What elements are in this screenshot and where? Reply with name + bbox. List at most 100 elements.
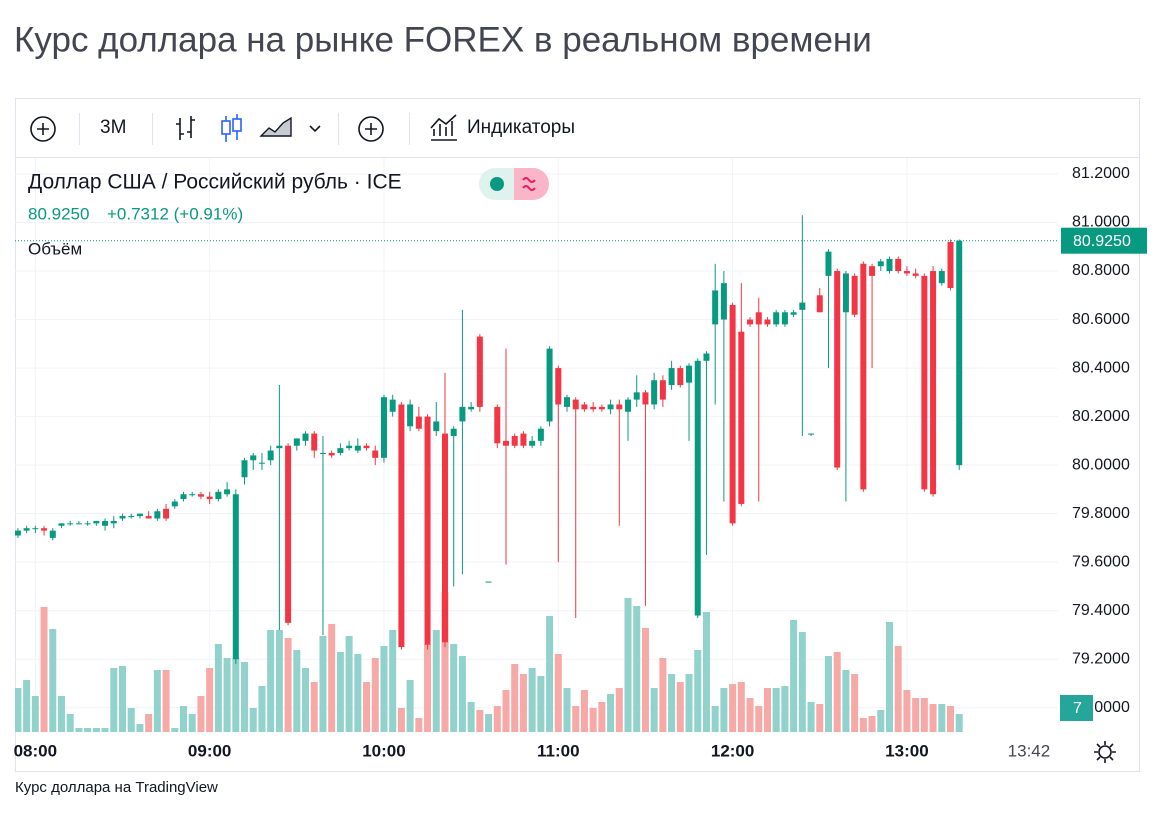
candle-body [869,266,876,276]
candle-body [930,271,937,495]
volume-bar [746,698,754,732]
volume-bar [363,682,371,732]
volume-bar [816,704,824,732]
volume-bar [345,636,353,732]
volume-bar [955,714,963,732]
candle-body [58,523,65,526]
volume-bar [171,728,179,732]
candle-body [625,399,632,412]
volume-bar [920,698,928,732]
area-style-button[interactable] [259,116,321,137]
symbol-search-button[interactable] [30,116,56,142]
volume-bar [406,680,414,732]
volume-bar [894,646,902,732]
candle-body [720,283,727,320]
volume-bar [833,652,841,732]
volume-bar [493,706,501,732]
candle-body [912,273,919,276]
volume-bar [702,612,710,732]
candle-body [659,380,666,400]
candle-body [520,433,527,446]
candle-body [842,273,849,313]
x-tick-label: 13:00 [885,741,928,760]
candle-body [41,528,48,531]
volume-bar [397,708,405,732]
volume-bar [615,688,623,732]
volume-bar [938,704,946,732]
candle-body [572,399,579,410]
candle-body [511,436,518,446]
volume-bar [136,724,144,732]
candle-body [145,516,152,519]
indicators-label[interactable]: Индикаторы [467,117,575,138]
settings-button[interactable] [1094,741,1116,763]
volume-bar [572,706,580,732]
candle-body [598,406,605,410]
x-tick-label: 08:00 [14,741,57,760]
volume-bar [537,676,545,732]
volume-bar [912,698,920,732]
volume-bar [685,674,693,732]
interval-button[interactable]: 3M [100,117,126,138]
candle-body [703,353,710,361]
candle-body [163,508,170,519]
candle-body [651,380,658,405]
indicators-button[interactable]: Индикаторы [430,114,575,141]
volume-bar [737,682,745,732]
volume-title: Объём [28,239,82,258]
candle-style-button[interactable] [221,114,242,142]
volume-bar [424,644,432,732]
volume-bar [110,668,118,732]
candle-body [328,452,335,456]
candle-body [241,460,248,478]
candle-body [799,302,806,310]
volume-bar [554,654,562,732]
volume-bar [519,674,527,732]
volume-bar [694,650,702,732]
candle-body [555,368,562,405]
toolbar: 3M Индикаторы [30,113,575,145]
candle-body [694,360,701,616]
compare-button[interactable] [358,116,384,142]
candle-body [747,319,754,325]
x-tick-label: 10:00 [362,741,405,760]
candle-body [119,516,126,519]
candle-body [903,271,910,274]
y-tick-label: 80.2000 [1072,408,1130,425]
candle-body [372,450,379,458]
bar-style-button[interactable] [176,116,195,140]
candle-body [773,312,780,325]
candle-body [502,440,509,446]
volume-bar [197,696,205,732]
candle-body [476,336,483,407]
current-time-label: 13:42 [1008,741,1051,760]
volume-bar [641,628,649,732]
y-tick-label: 80.0000 [1072,456,1130,473]
y-tick-label: 80.6000 [1072,311,1130,328]
candle-body [860,263,867,490]
page-title: Курс доллара на рынке FOREX в реальном в… [14,20,872,59]
volume-bar [563,688,571,732]
y-tick-label: 79.4000 [1072,602,1130,619]
candle-body [729,304,736,524]
candle-body [816,295,823,313]
candle-body [834,271,841,468]
candle-body [337,448,344,453]
candle-body [450,428,457,437]
candle-body [276,445,283,449]
footer-link[interactable]: Курс доллара на TradingView [15,779,218,796]
volume-bar [824,656,832,732]
volume-bar [903,690,911,732]
candle-body [398,404,405,648]
candle-body [494,406,501,444]
y-tick-label: 79.8000 [1072,505,1130,522]
volume-bar [580,690,588,732]
volume-bar [188,714,196,732]
candle-body [380,397,387,458]
volume-bar [885,622,893,732]
volume-bar [232,658,240,732]
volume-bar [49,629,57,732]
volume-value-label: 7 [1073,700,1082,717]
volume-bar [40,607,48,732]
volume-bar [275,630,283,732]
